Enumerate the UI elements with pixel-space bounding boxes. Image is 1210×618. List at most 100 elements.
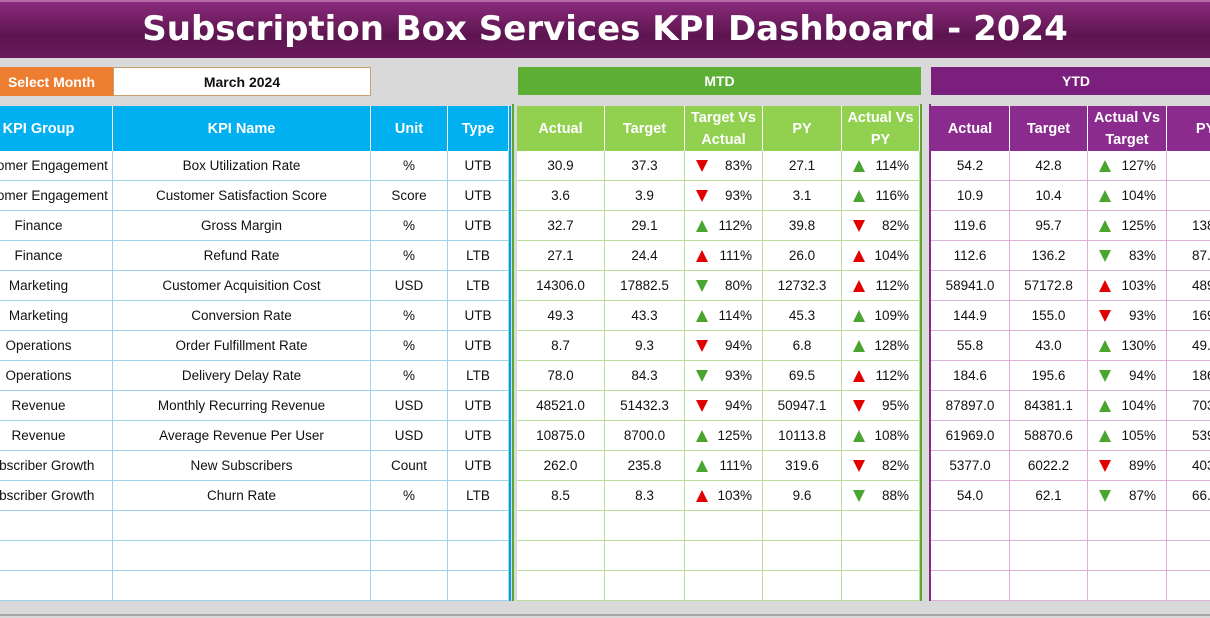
target-cell: 29.1 bbox=[605, 211, 685, 241]
trend-arrow bbox=[1099, 339, 1111, 352]
trend-arrow-shape bbox=[853, 189, 865, 202]
comparison-cell: 112% bbox=[685, 211, 763, 241]
py-cell: 49. bbox=[1167, 331, 1210, 361]
trend-arrow bbox=[853, 189, 865, 202]
percent-value: 82% bbox=[881, 458, 909, 473]
type-cell: UTB bbox=[448, 301, 509, 331]
trend-arrow-shape bbox=[853, 219, 865, 232]
ytd-section-header: YTD bbox=[931, 67, 1210, 95]
trend-arrow bbox=[1099, 459, 1111, 472]
actual-cell: 184.6 bbox=[931, 361, 1010, 391]
trend-arrow bbox=[1099, 309, 1111, 322]
comparison-cell: 127% bbox=[1088, 151, 1167, 181]
actual-cell: 14306.0 bbox=[517, 271, 605, 301]
comparison-cell: 94% bbox=[685, 331, 763, 361]
percent-value: 108% bbox=[874, 428, 909, 443]
trend-arrow-shape bbox=[1099, 159, 1111, 172]
trend-arrow-shape bbox=[1099, 339, 1111, 352]
trend-arrow bbox=[696, 339, 708, 352]
comparison-cell: 116% bbox=[842, 181, 920, 211]
empty-cell bbox=[931, 571, 1010, 601]
target-cell: 57172.8 bbox=[1010, 271, 1088, 301]
percent-value: 93% bbox=[1128, 308, 1156, 323]
py-cell: 10113.8 bbox=[763, 421, 842, 451]
py-cell: 66. bbox=[1167, 481, 1210, 511]
target-cell: 8700.0 bbox=[605, 421, 685, 451]
trend-arrow-shape bbox=[696, 339, 708, 352]
select-month-label: Select Month bbox=[0, 67, 113, 96]
percent-value: 112% bbox=[875, 278, 909, 293]
group-cell: Subscriber Growth bbox=[0, 481, 113, 511]
py-cell: 7031 bbox=[1167, 391, 1210, 421]
percent-value: 83% bbox=[1128, 248, 1156, 263]
trend-arrow-shape bbox=[853, 339, 865, 352]
comparison-cell: 82% bbox=[842, 451, 920, 481]
actual-cell: 78.0 bbox=[517, 361, 605, 391]
name-cell: Customer Satisfaction Score bbox=[113, 181, 371, 211]
comparison-cell: 95% bbox=[842, 391, 920, 421]
actual-cell: 58941.0 bbox=[931, 271, 1010, 301]
type-cell: UTB bbox=[448, 451, 509, 481]
percent-value: 104% bbox=[1121, 188, 1156, 203]
target-cell: 84381.1 bbox=[1010, 391, 1088, 421]
percent-value: 94% bbox=[1128, 368, 1156, 383]
empty-cell bbox=[448, 511, 509, 541]
trend-arrow bbox=[1099, 279, 1111, 292]
comparison-cell: 128% bbox=[842, 331, 920, 361]
comparison-cell: 108% bbox=[842, 421, 920, 451]
actual-cell: 3.6 bbox=[517, 181, 605, 211]
actual-cell: 48521.0 bbox=[517, 391, 605, 421]
empty-cell bbox=[605, 541, 685, 571]
comparison-cell: 88% bbox=[842, 481, 920, 511]
trend-arrow-shape bbox=[1099, 429, 1111, 442]
py-cell: 45.3 bbox=[763, 301, 842, 331]
trend-arrow-shape bbox=[853, 249, 865, 262]
trend-arrow-shape bbox=[696, 279, 708, 292]
target-cell: 155.0 bbox=[1010, 301, 1088, 331]
type-cell: LTB bbox=[448, 241, 509, 271]
comparison-cell: 104% bbox=[842, 241, 920, 271]
target-cell: 84.3 bbox=[605, 361, 685, 391]
trend-arrow bbox=[853, 279, 865, 292]
trend-arrow-shape bbox=[1099, 369, 1111, 382]
trend-arrow-shape bbox=[1099, 279, 1111, 292]
empty-cell bbox=[1167, 181, 1210, 211]
group-cell: Customer Engagement bbox=[0, 151, 113, 181]
py-cell: 4892 bbox=[1167, 271, 1210, 301]
trend-arrow bbox=[696, 189, 708, 202]
actual-cell: 55.8 bbox=[931, 331, 1010, 361]
percent-value: 112% bbox=[875, 368, 909, 383]
actual-cell: 112.6 bbox=[931, 241, 1010, 271]
percent-value: 103% bbox=[1121, 278, 1156, 293]
name-cell: Monthly Recurring Revenue bbox=[113, 391, 371, 421]
name-cell: Box Utilization Rate bbox=[113, 151, 371, 181]
percent-value: 93% bbox=[724, 188, 752, 203]
trend-arrow-shape bbox=[696, 459, 708, 472]
py-cell: 6.8 bbox=[763, 331, 842, 361]
actual-cell: 30.9 bbox=[517, 151, 605, 181]
trend-arrow-shape bbox=[853, 489, 865, 502]
empty-cell bbox=[842, 571, 920, 601]
empty-cell bbox=[517, 541, 605, 571]
column-header: Unit bbox=[371, 106, 448, 151]
actual-cell: 54.2 bbox=[931, 151, 1010, 181]
empty-cell bbox=[763, 541, 842, 571]
month-selector[interactable]: March 2024 bbox=[113, 67, 371, 96]
percent-value: 88% bbox=[881, 488, 909, 503]
trend-arrow bbox=[1099, 369, 1111, 382]
trend-arrow bbox=[696, 309, 708, 322]
trend-arrow bbox=[696, 489, 708, 502]
actual-cell: 32.7 bbox=[517, 211, 605, 241]
percent-value: 127% bbox=[1121, 158, 1156, 173]
comparison-cell: 93% bbox=[1088, 301, 1167, 331]
column-header: KPI Name bbox=[113, 106, 371, 151]
percent-value: 82% bbox=[881, 218, 909, 233]
comparison-cell: 105% bbox=[1088, 421, 1167, 451]
empty-cell bbox=[113, 571, 371, 601]
percent-value: 89% bbox=[1128, 458, 1156, 473]
target-cell: 95.7 bbox=[1010, 211, 1088, 241]
empty-cell bbox=[113, 541, 371, 571]
target-cell: 43.0 bbox=[1010, 331, 1088, 361]
py-cell: 186 bbox=[1167, 361, 1210, 391]
